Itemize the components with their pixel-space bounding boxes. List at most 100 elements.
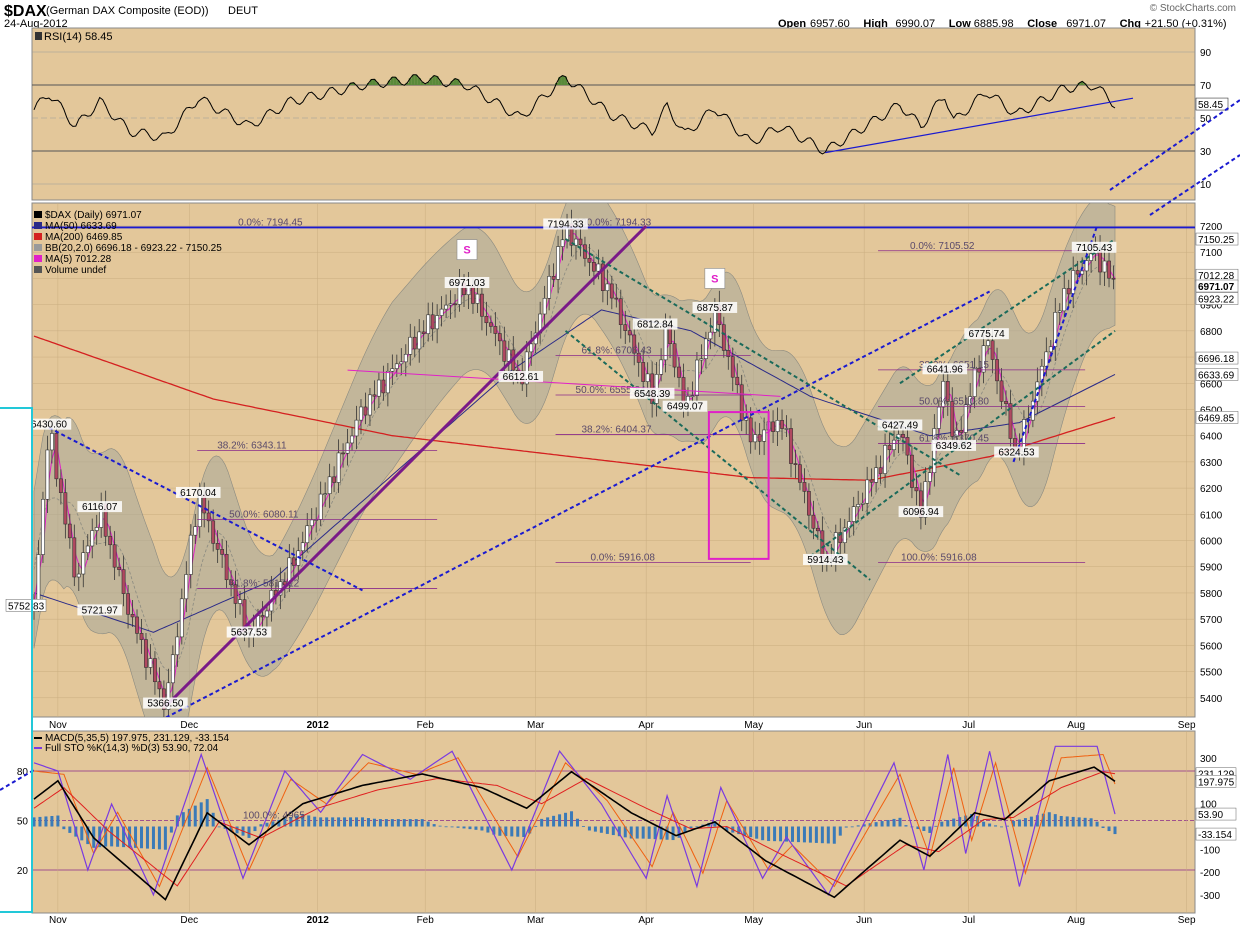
candle: [641, 362, 646, 382]
macd-histogram-bar: [187, 808, 191, 827]
macd-histogram-bar: [796, 826, 800, 843]
macd-histogram-bar: [820, 826, 824, 844]
ohlc-label-close: Close: [1027, 18, 1057, 30]
x-axis-label: Nov: [49, 915, 67, 926]
candle: [188, 534, 193, 575]
price-annotation: 6324.53: [998, 447, 1035, 458]
candle: [372, 394, 377, 397]
macd-tick-label: -100: [1200, 845, 1220, 856]
macd-histogram-bar: [68, 826, 72, 833]
candle: [184, 574, 189, 600]
candle: [721, 324, 726, 351]
candle: [614, 297, 619, 300]
trendline-channel-down-bottom: [564, 330, 871, 581]
price-annotation: 6427.49: [882, 420, 919, 431]
candle: [784, 428, 789, 430]
macd-histogram-bar: [725, 826, 729, 832]
macd-histogram-bar: [1047, 812, 1051, 827]
candle: [139, 633, 144, 640]
candle: [609, 283, 614, 299]
price-annotation: 5721.97: [82, 605, 119, 616]
macd-histogram-bar: [486, 826, 490, 833]
macd-line: [33, 766, 1116, 901]
macd-histogram-bar: [307, 815, 311, 827]
macd-histogram-bar: [653, 826, 657, 840]
candle: [502, 340, 507, 362]
macd-histogram-bar: [922, 826, 926, 831]
candle: [363, 406, 368, 416]
macd-histogram-bar: [355, 817, 359, 827]
candle: [336, 452, 341, 483]
symbol-title: $DAX: [4, 3, 47, 20]
macd-histogram-bar: [1083, 817, 1087, 827]
candle: [430, 314, 435, 330]
x-axis-label: Feb: [417, 915, 435, 926]
x-axis-label: Mar: [527, 720, 545, 731]
macd-histogram-bar: [683, 826, 687, 833]
macd-histogram-bar: [779, 826, 783, 842]
macd-histogram-bar: [659, 826, 663, 840]
price-annotation: 6812.84: [637, 319, 674, 330]
macd-histogram-bar: [86, 826, 90, 845]
candle: [484, 315, 489, 324]
candle: [412, 336, 417, 350]
macd-histogram-bar: [62, 826, 66, 830]
macd-histogram-bar: [546, 817, 550, 827]
macd-histogram-bar: [1023, 818, 1027, 827]
macd-histogram-bar: [360, 817, 364, 827]
candle: [475, 293, 480, 304]
rsi-tick-label: 70: [1200, 81, 1212, 92]
candle: [220, 549, 225, 555]
candle: [403, 353, 408, 363]
legend-text-macd: MACD(5,35,5) 197.975, 231.129, -33.154: [45, 733, 229, 744]
candle: [175, 636, 180, 656]
macd-histogram-bar: [1101, 826, 1105, 829]
ind-right-badge: [1195, 775, 1237, 788]
candle: [990, 340, 995, 360]
macd-histogram-bar: [157, 826, 161, 850]
candle: [211, 520, 216, 544]
macd-histogram-bar: [277, 819, 281, 827]
candle: [435, 315, 440, 330]
macd-histogram-bar: [175, 815, 179, 827]
macd-histogram-bar: [773, 826, 777, 842]
price-tick-label: 6300: [1200, 458, 1223, 469]
ind-right-label: 53.90: [1198, 810, 1223, 821]
candle: [959, 430, 964, 433]
candle: [529, 343, 534, 353]
macd-histogram-bar: [886, 819, 890, 827]
candle: [90, 530, 95, 547]
x-axis-label: Apr: [638, 720, 654, 731]
macd-histogram-bar: [994, 825, 998, 827]
macd-histogram-bar: [366, 818, 370, 827]
sto-tick-label: 80: [17, 767, 29, 778]
candle: [968, 396, 973, 406]
macd-histogram-bar: [564, 812, 568, 827]
candle: [883, 445, 887, 474]
price-annotation-bg: [77, 604, 122, 616]
macd-histogram-bar: [331, 817, 335, 827]
x-axis-label: Aug: [1067, 720, 1085, 731]
candle: [560, 239, 565, 247]
macd-histogram-bar: [432, 824, 436, 827]
candle: [359, 406, 363, 421]
candle: [757, 434, 762, 442]
macd-histogram-bar: [426, 821, 430, 827]
candle: [842, 527, 847, 544]
macd-histogram-bar: [916, 826, 920, 830]
symbol-name: (German DAX Composite (EOD)): [46, 5, 209, 17]
candle: [954, 430, 959, 437]
rsi-tick-label: 50: [1200, 114, 1212, 125]
candle: [63, 492, 68, 525]
candle: [663, 326, 668, 361]
price-tick-label: 5500: [1200, 668, 1223, 679]
candle: [1075, 270, 1080, 275]
candle: [1084, 260, 1089, 272]
macd-histogram-bar: [110, 826, 114, 847]
legend-text-bb: BB(20,2.0) 6696.18 - 6923.22 - 7150.25: [45, 243, 222, 254]
candle: [58, 478, 63, 493]
macd-histogram-bar: [892, 818, 896, 827]
macd-histogram-bar: [193, 805, 197, 827]
candle: [497, 333, 502, 342]
